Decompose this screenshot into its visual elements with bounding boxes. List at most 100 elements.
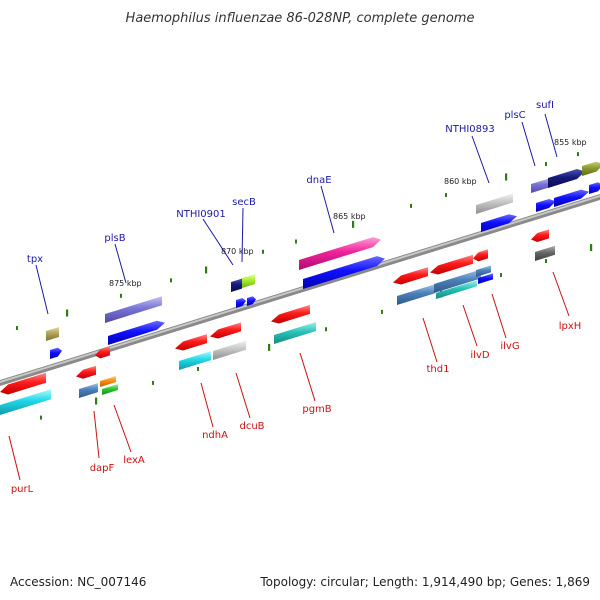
leader-lpxh bbox=[552, 271, 570, 317]
gene-label-ilvg[interactable]: ilvG bbox=[500, 341, 519, 352]
feature-ndha-cyan[interactable] bbox=[179, 351, 211, 370]
scale-tick bbox=[152, 380, 154, 385]
genome-backbone bbox=[0, 194, 600, 386]
feature-nthi0893-arrow[interactable] bbox=[481, 214, 517, 232]
scale-labels: 855 kbp 860 kbp 865 kbp 870 kbp 875 kbp bbox=[109, 138, 587, 288]
gene-label-dnae[interactable]: dnaE bbox=[306, 175, 331, 186]
leader-nthi0893 bbox=[471, 135, 490, 184]
feature-ilvd[interactable] bbox=[430, 254, 473, 275]
feature-dapf-steel[interactable] bbox=[79, 383, 98, 398]
scale-tick bbox=[268, 343, 271, 351]
accession-text: Accession: NC_007146 bbox=[10, 575, 146, 589]
feature-secb[interactable] bbox=[242, 274, 255, 288]
feature-lexa-green[interactable] bbox=[102, 384, 118, 395]
feature-purl[interactable] bbox=[0, 372, 46, 395]
feature-ilvg-steel[interactable] bbox=[476, 265, 491, 277]
scale-tick bbox=[325, 327, 327, 332]
leader-tpx bbox=[35, 264, 49, 315]
feature-sufi-arrow[interactable] bbox=[554, 189, 589, 207]
feature-tpx-arrow[interactable] bbox=[50, 347, 62, 359]
leader-ndha bbox=[200, 382, 214, 428]
gene-label-ndha[interactable]: ndhA bbox=[202, 430, 228, 441]
feature-nthi0901-arrow[interactable] bbox=[236, 298, 246, 308]
scale-tick bbox=[205, 266, 208, 274]
scale-ticks bbox=[16, 152, 593, 420]
feature-ilvg-blue[interactable] bbox=[478, 273, 493, 284]
scale-tick bbox=[262, 249, 264, 254]
scale-tick bbox=[577, 152, 579, 157]
gene-label-secb[interactable]: secB bbox=[232, 197, 256, 208]
feature-sufi[interactable] bbox=[548, 169, 585, 188]
leader-lexa bbox=[113, 404, 132, 453]
feature-pgmb[interactable] bbox=[271, 304, 310, 324]
gene-label-sufi[interactable]: sufI bbox=[536, 100, 554, 111]
feature-nthi0893[interactable] bbox=[476, 193, 513, 215]
feature-plsb-arrow[interactable] bbox=[108, 320, 165, 345]
feature-plsc[interactable] bbox=[531, 177, 553, 193]
gene-features bbox=[0, 161, 600, 415]
feature-nthi0901[interactable] bbox=[231, 278, 242, 292]
scale-tick bbox=[295, 239, 297, 244]
feature-thd1[interactable] bbox=[393, 267, 428, 285]
feature-olive[interactable] bbox=[582, 161, 600, 176]
gene-label-lexa[interactable]: lexA bbox=[123, 455, 145, 466]
feature-ilvd-teal[interactable] bbox=[436, 280, 477, 299]
feature-plsc-arrow[interactable] bbox=[536, 199, 556, 212]
gene-label-plsb[interactable]: plsB bbox=[104, 233, 125, 244]
feature-pgmb-teal[interactable] bbox=[274, 322, 316, 344]
gene-label-dcub[interactable]: dcuB bbox=[239, 421, 264, 432]
scale-tick bbox=[66, 309, 69, 317]
scale-tick bbox=[16, 326, 18, 331]
scale-tick bbox=[197, 366, 199, 371]
feature-lexa-orange[interactable] bbox=[100, 376, 116, 387]
feature-lpxh[interactable] bbox=[531, 229, 549, 242]
leader-sufi bbox=[544, 113, 558, 158]
gene-label-ilvd[interactable]: ilvD bbox=[470, 350, 489, 361]
scale-tick bbox=[545, 259, 547, 264]
leader-dnae bbox=[320, 185, 335, 234]
scale-tick bbox=[590, 244, 593, 252]
feature-tpx[interactable] bbox=[46, 327, 59, 341]
leader-plsb bbox=[114, 243, 127, 284]
scale-tick bbox=[381, 309, 383, 314]
feature-dcub-grey[interactable] bbox=[213, 340, 246, 360]
feature-edge-arrow[interactable] bbox=[589, 182, 600, 194]
leader-plsc bbox=[521, 121, 536, 167]
gene-label-tpx[interactable]: tpx bbox=[27, 254, 43, 265]
feature-ilvd-steel[interactable] bbox=[434, 269, 481, 293]
leader-ilvg bbox=[491, 293, 507, 339]
feature-secb-arrow[interactable] bbox=[247, 296, 256, 306]
feature-dnae-arrow[interactable] bbox=[303, 256, 385, 289]
leader-pgmb bbox=[299, 352, 316, 402]
feature-dnae[interactable] bbox=[299, 237, 381, 270]
leader-ilvd bbox=[462, 304, 478, 347]
map-title: Haemophilus influenzae 86-028NP, complet… bbox=[126, 11, 475, 26]
feature-lpxh-grey[interactable] bbox=[535, 245, 555, 261]
scale-tick bbox=[505, 173, 508, 181]
gene-label-lpxh[interactable]: lpxH bbox=[559, 321, 582, 332]
gene-label-dapf[interactable]: dapF bbox=[90, 463, 115, 474]
scale-tick bbox=[545, 162, 547, 167]
feature-dapf[interactable] bbox=[76, 365, 96, 379]
feature-ilvg[interactable] bbox=[473, 249, 488, 262]
feature-purl-cyan[interactable] bbox=[0, 389, 51, 415]
scale-tick bbox=[500, 273, 502, 277]
leader-nthi0901 bbox=[202, 218, 234, 266]
leader-dapf bbox=[93, 410, 100, 459]
leader-thd1 bbox=[422, 317, 438, 363]
gene-label-nthi0893[interactable]: NTHI0893 bbox=[445, 124, 495, 135]
feature-ndha[interactable] bbox=[175, 334, 207, 351]
feature-plsb[interactable] bbox=[105, 296, 162, 323]
scale-tick bbox=[170, 278, 172, 283]
gene-label-nthi0901[interactable]: NTHI0901 bbox=[176, 209, 226, 220]
scale-tick bbox=[410, 203, 412, 208]
gene-label-purl[interactable]: purL bbox=[11, 484, 34, 495]
feature-lexa[interactable] bbox=[95, 346, 110, 359]
feature-thd1-steel[interactable] bbox=[397, 284, 435, 305]
feature-dcub[interactable] bbox=[210, 322, 241, 339]
scale-tick bbox=[40, 415, 42, 420]
gene-label-plsc[interactable]: plsC bbox=[504, 110, 525, 121]
gene-label-pgmb[interactable]: pgmB bbox=[302, 404, 331, 415]
gene-label-thd1[interactable]: thd1 bbox=[427, 364, 450, 375]
